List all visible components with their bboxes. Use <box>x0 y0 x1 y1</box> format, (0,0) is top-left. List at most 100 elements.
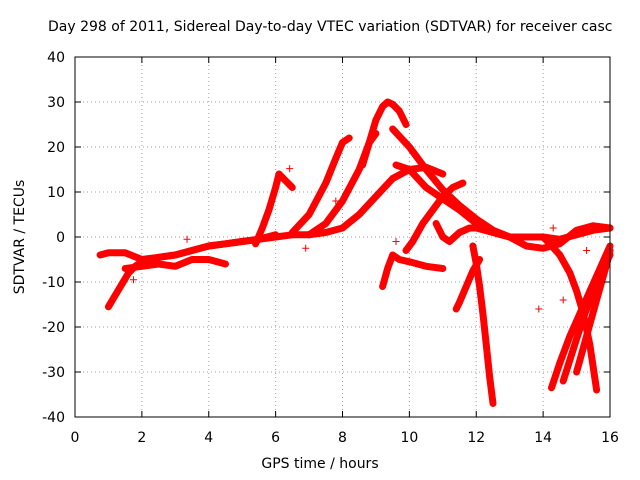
x-tick-label: 6 <box>271 430 280 446</box>
data-point <box>466 275 473 282</box>
data-point <box>503 233 510 240</box>
data-point <box>322 229 329 236</box>
data-point <box>550 379 557 386</box>
data-point <box>265 207 272 213</box>
data-point <box>311 201 318 207</box>
data-point <box>594 294 601 301</box>
data-point <box>382 273 389 280</box>
data-point <box>558 354 565 361</box>
data-point <box>328 166 335 173</box>
data-point <box>420 262 427 269</box>
data-point <box>219 260 226 267</box>
data-point <box>580 344 587 351</box>
data-point <box>563 367 570 374</box>
data-point <box>584 224 591 231</box>
data-point <box>484 228 491 234</box>
data-point <box>604 224 611 231</box>
data-point <box>262 217 269 224</box>
data-point <box>579 349 585 356</box>
y-tick-label: 40 <box>47 50 65 66</box>
data-point <box>467 273 474 279</box>
data-point <box>269 195 276 202</box>
y-tick-label: -10 <box>42 275 65 291</box>
data-point <box>572 285 579 292</box>
data-point <box>387 100 394 107</box>
data-point <box>579 346 586 353</box>
data-point <box>569 349 576 356</box>
data-point <box>561 346 568 353</box>
data-point <box>307 208 314 215</box>
data-point <box>559 296 567 304</box>
data-point <box>343 190 350 197</box>
data-point <box>559 351 566 358</box>
series-low-band <box>121 256 229 272</box>
data-point <box>462 286 469 293</box>
data-point <box>597 283 604 290</box>
data-point <box>257 230 263 237</box>
data-point <box>588 316 595 323</box>
data-point <box>461 227 468 234</box>
y-tick-label: -40 <box>42 410 65 426</box>
data-point <box>552 373 559 380</box>
data-point <box>437 265 443 272</box>
x-axis-ticks: 0 2 4 6 8 10 12 14 16 <box>71 57 619 446</box>
data-point <box>573 288 580 294</box>
data-point <box>487 228 494 235</box>
data-point <box>347 182 354 189</box>
data-point <box>323 177 330 184</box>
data-point <box>415 228 422 235</box>
data-point <box>592 302 599 309</box>
data-point <box>592 299 599 306</box>
x-tick-label: 12 <box>467 430 485 446</box>
data-point <box>363 147 370 154</box>
data-point <box>437 170 444 176</box>
data-point <box>327 169 334 175</box>
data-point <box>200 244 207 251</box>
data-point <box>576 296 583 303</box>
data-point <box>356 166 363 173</box>
data-point <box>287 182 294 189</box>
series-rise-8h <box>288 134 353 236</box>
y-tick-label: -30 <box>42 365 65 381</box>
data-point <box>286 165 294 173</box>
data-point <box>384 265 391 272</box>
data-point <box>476 225 482 232</box>
data-point <box>381 278 388 285</box>
data-point <box>317 190 324 197</box>
data-point <box>555 365 561 372</box>
data-point <box>591 305 598 312</box>
data-point <box>349 179 356 186</box>
series-spike-6h <box>252 170 296 248</box>
data-point <box>263 214 270 221</box>
data-point <box>183 235 191 243</box>
data-point <box>605 252 612 259</box>
data-point <box>320 185 326 192</box>
data-point <box>457 181 464 188</box>
data-point <box>333 226 340 233</box>
data-point <box>589 310 596 317</box>
data-point <box>147 256 154 263</box>
data-point <box>569 277 576 284</box>
data-point <box>489 397 496 404</box>
data-point <box>567 354 574 361</box>
data-point <box>369 128 376 135</box>
data-point <box>562 370 569 377</box>
data-point <box>150 255 156 262</box>
data-point <box>409 259 416 266</box>
data-point <box>331 227 338 234</box>
data-point <box>318 187 325 194</box>
data-point <box>268 198 275 205</box>
data-point <box>604 258 611 265</box>
x-tick-label: 14 <box>534 430 552 446</box>
data-point <box>274 176 281 183</box>
data-point <box>152 255 159 261</box>
data-point <box>557 357 564 364</box>
data-point <box>310 203 317 210</box>
data-point <box>598 280 605 287</box>
data-point <box>385 262 392 269</box>
data-point <box>566 357 573 363</box>
data-point <box>549 224 557 232</box>
data-point <box>388 254 395 261</box>
data-point <box>600 272 607 279</box>
